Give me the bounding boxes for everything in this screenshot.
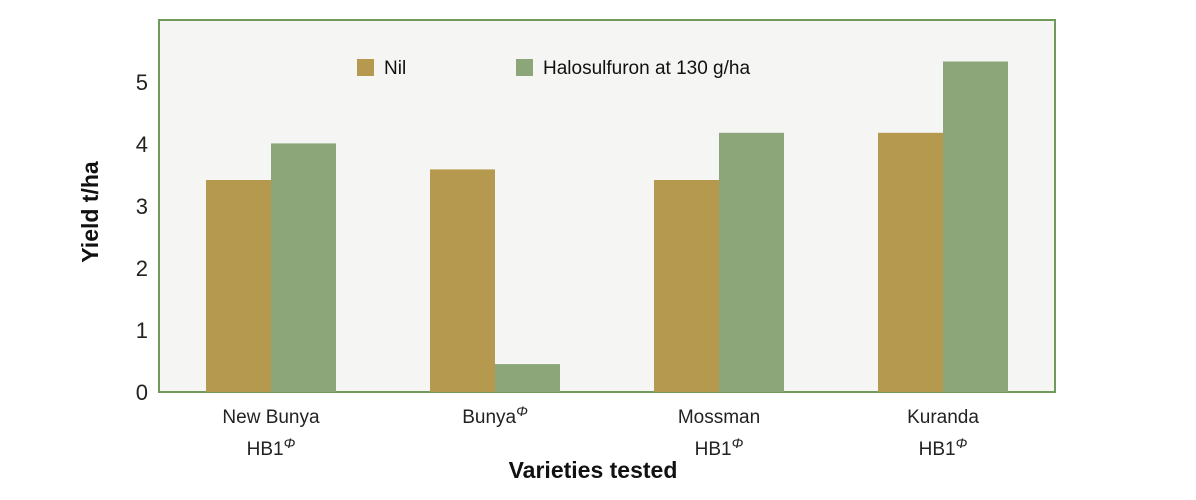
- category-label: Mossman: [678, 407, 760, 428]
- category-label: HB1Φ: [919, 435, 968, 460]
- category-label: Kuranda: [907, 407, 979, 428]
- bar-halosulfuron-3: [943, 61, 1008, 392]
- y-tick-label: 2: [136, 256, 148, 281]
- bar-halosulfuron-0: [271, 143, 336, 392]
- category-label-text: Mossman: [678, 407, 760, 428]
- y-tick-label: 1: [136, 318, 148, 343]
- category-label-text: New Bunya: [222, 407, 320, 428]
- bars-layer: [206, 61, 1008, 393]
- bar-nil-3: [878, 132, 943, 393]
- category-label-text: HB1: [247, 439, 284, 460]
- category-marker: Φ: [516, 403, 528, 419]
- category-marker: Φ: [284, 435, 296, 451]
- legend-label: Halosulfuron at 130 g/ha: [543, 58, 750, 79]
- bar-nil-0: [206, 180, 271, 392]
- category-label-text: Bunya: [462, 407, 516, 428]
- category-label: HB1Φ: [247, 435, 296, 460]
- y-axis-title: Yield t/ha: [77, 161, 103, 263]
- category-label-text: Kuranda: [907, 407, 979, 428]
- category-marker: Φ: [732, 435, 744, 451]
- y-tick-label: 3: [136, 194, 148, 219]
- y-tick-label: 5: [136, 70, 148, 95]
- legend: Nil Halosulfuron at 130 g/ha: [357, 58, 750, 79]
- category-label-text: HB1: [695, 439, 732, 460]
- category-label: New Bunya: [222, 407, 320, 428]
- category-label-text: HB1: [919, 439, 956, 460]
- y-axis-ticks: 0 1 2 3 4 5: [136, 70, 148, 405]
- bar-nil-1: [430, 169, 495, 392]
- category-marker: Φ: [956, 435, 968, 451]
- x-axis-title: Varieties tested: [509, 457, 678, 483]
- legend-label: Nil: [384, 58, 406, 79]
- y-tick-label: 0: [136, 380, 148, 405]
- legend-swatch: [357, 59, 374, 76]
- bar-nil-2: [654, 180, 719, 392]
- bar-halosulfuron-1: [495, 364, 560, 392]
- y-tick-label: 4: [136, 132, 148, 157]
- bar-halosulfuron-2: [719, 132, 784, 393]
- legend-swatch: [516, 59, 533, 76]
- category-label: BunyaΦ: [462, 403, 528, 428]
- category-label: HB1Φ: [695, 435, 744, 460]
